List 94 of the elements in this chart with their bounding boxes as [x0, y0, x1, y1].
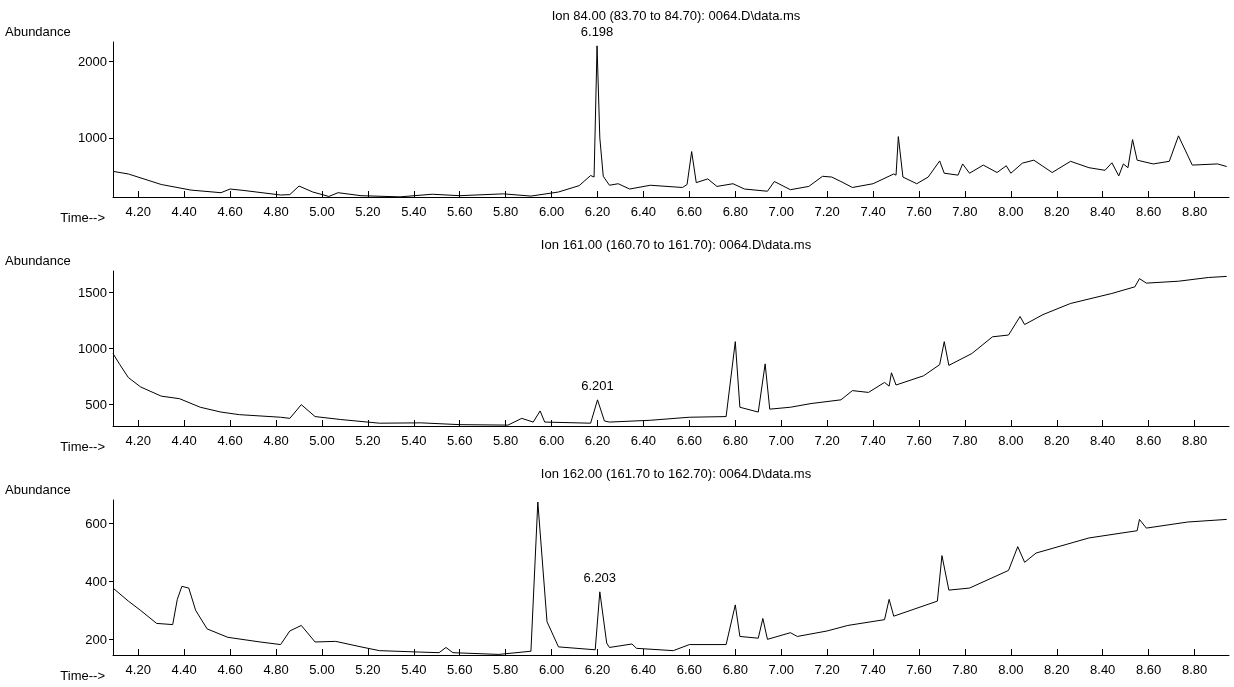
x-tick-label: 7.00 — [768, 662, 794, 677]
y-tick-label: 1000 — [78, 130, 107, 146]
x-tick-label: 8.00 — [998, 662, 1024, 677]
x-tick-label: 7.20 — [814, 204, 840, 219]
x-axis-title: Time--> — [60, 210, 105, 225]
x-tick-label: 4.40 — [171, 433, 197, 448]
x-tick-label: 6.00 — [538, 204, 565, 219]
x-tick-label: 5.20 — [355, 204, 381, 219]
y-axis-title: Abundance — [5, 24, 71, 39]
x-tick-label: 5.60 — [447, 204, 473, 219]
x-tick-label: 5.60 — [447, 662, 473, 677]
x-tick-label: 8.60 — [1135, 662, 1162, 677]
chart-title: Ion 162.00 (161.70 to 162.70): 0064.D\data.ms — [540, 466, 812, 481]
x-tick-label: 4.40 — [171, 204, 197, 219]
chart-title: Ion 161.00 (160.70 to 161.70): 0064.D\data.ms — [540, 237, 812, 252]
x-tick-label: 6.60 — [676, 204, 703, 219]
x-tick-label: 6.60 — [676, 433, 703, 448]
x-tick-label: 5.80 — [493, 204, 519, 219]
x-tick-label: 8.80 — [1181, 204, 1208, 219]
x-tick-label: 5.60 — [447, 433, 473, 448]
x-tick-label: 5.40 — [401, 662, 427, 677]
x-tick-label: 5.00 — [309, 662, 335, 677]
x-axis-title: Time--> — [60, 668, 105, 683]
y-tick-label: 400 — [85, 573, 107, 589]
x-tick-label: 5.00 — [309, 204, 335, 219]
x-tick-label: 7.40 — [860, 662, 886, 677]
x-tick-label: 8.20 — [1044, 204, 1070, 219]
annotation: 6.203 — [583, 569, 617, 585]
y-tick-label: 200 — [85, 631, 107, 647]
x-tick-label: 7.00 — [768, 204, 794, 219]
y-axis-title: Abundance — [5, 253, 71, 268]
x-tick-label: 5.20 — [355, 433, 381, 448]
annotation: 6.198 — [580, 23, 614, 39]
x-tick-label: 8.60 — [1135, 204, 1162, 219]
x-tick-label: 4.80 — [263, 433, 289, 448]
x-tick-label: 8.80 — [1181, 433, 1208, 448]
y-tick-label: 1000 — [78, 341, 107, 356]
x-tick-label: 6.80 — [722, 662, 748, 677]
x-tick-label: 7.20 — [814, 662, 840, 677]
x-tick-label: 5.40 — [401, 204, 427, 219]
x-tick-label: 7.20 — [814, 433, 840, 448]
annotation: 6.201 — [581, 377, 614, 393]
x-tick-label: 7.80 — [952, 662, 978, 677]
x-tick-label: 8.80 — [1181, 662, 1208, 677]
x-tick-label: 6.00 — [538, 662, 565, 677]
line-series — [112, 45, 1228, 198]
x-tick-label: 5.80 — [493, 433, 519, 448]
x-tick-label: 4.60 — [217, 433, 243, 448]
x-tick-label: 8.00 — [998, 204, 1024, 219]
x-tick-label: 4.80 — [263, 204, 289, 219]
x-tick-label: 4.20 — [125, 204, 151, 219]
x-tick-label: 5.00 — [309, 433, 335, 448]
line-series — [112, 501, 1228, 655]
x-tick-label: 4.20 — [125, 662, 151, 677]
x-tick-label: 7.40 — [860, 433, 886, 448]
x-tick-label: 6.40 — [630, 433, 657, 448]
y-tick-label: 500 — [85, 397, 107, 413]
x-tick-label: 6.40 — [630, 662, 657, 677]
x-tick-label: 4.40 — [171, 662, 197, 677]
x-tick-label: 7.60 — [906, 662, 932, 677]
y-tick-label: 1500 — [78, 284, 107, 300]
x-tick-label: 4.80 — [263, 662, 289, 677]
x-tick-label: 8.60 — [1135, 433, 1162, 448]
x-tick-label: 6.60 — [676, 662, 703, 677]
x-tick-label: 6.00 — [538, 433, 565, 448]
x-tick-label: 6.40 — [630, 204, 657, 219]
x-tick-label: 5.40 — [401, 433, 427, 448]
x-tick-label: 5.20 — [355, 662, 381, 677]
x-tick-label: 7.80 — [952, 433, 978, 448]
x-tick-label: 7.60 — [906, 204, 932, 219]
x-tick-label: 6.20 — [584, 662, 611, 677]
x-tick-label: 7.80 — [952, 204, 978, 219]
x-tick-label: 7.00 — [768, 433, 794, 448]
y-tick-label: 600 — [85, 515, 107, 531]
x-tick-label: 8.00 — [998, 433, 1024, 448]
x-tick-label: 6.20 — [584, 433, 611, 448]
x-tick-label: 4.20 — [125, 433, 151, 448]
x-tick-label: 4.60 — [217, 662, 243, 677]
x-tick-label: 7.40 — [860, 204, 886, 219]
x-tick-label: 6.20 — [584, 204, 611, 219]
x-tick-label: 8.40 — [1090, 433, 1116, 448]
y-axis-title: Abundance — [5, 482, 71, 497]
x-axis-title: Time--> — [60, 439, 105, 454]
x-tick-label: 7.60 — [906, 433, 932, 448]
x-tick-label: 4.60 — [217, 204, 243, 219]
x-tick-label: 8.40 — [1090, 662, 1116, 677]
x-tick-label: 6.80 — [722, 433, 748, 448]
chart-title: Ion 84.00 (83.70 to 84.70): 0064.D\data.ms — [551, 8, 801, 23]
x-tick-label: 8.40 — [1090, 204, 1116, 219]
x-tick-label: 8.20 — [1044, 662, 1070, 677]
x-tick-label: 5.80 — [493, 662, 519, 677]
x-tick-label: 8.20 — [1044, 433, 1070, 448]
y-tick-label: 2000 — [78, 53, 107, 69]
x-tick-label: 6.80 — [722, 204, 748, 219]
